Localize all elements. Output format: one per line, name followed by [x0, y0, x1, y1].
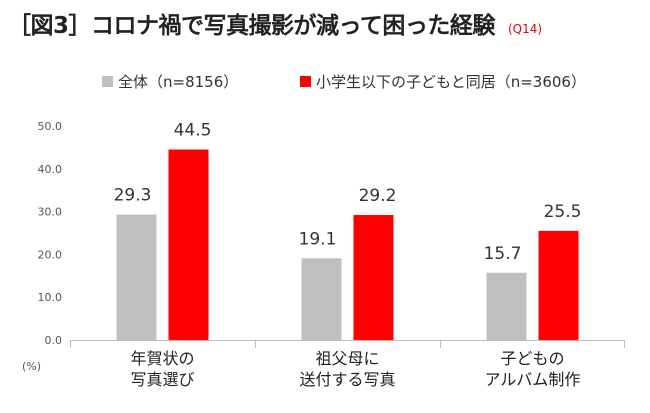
y-tick-label: 10.0 [38, 291, 63, 304]
legend-swatch [102, 76, 113, 87]
chart-title-bar: ［図3］コロナ禍で写真撮影が減って困った経験 (Q14) [8, 6, 542, 40]
question-reference: (Q14) [507, 22, 543, 36]
y-tick-label: 40.0 [38, 163, 63, 176]
legend-label: 全体（n=8156） [118, 73, 238, 91]
bar [168, 149, 209, 340]
bar [353, 215, 394, 340]
y-unit-label: (%) [22, 360, 41, 373]
chart-title: ［図3］コロナ禍で写真撮影が減って困った経験 [8, 13, 495, 39]
y-tick-label: 20.0 [38, 248, 63, 261]
bar [301, 258, 342, 340]
category-label: 年賀状の [130, 349, 194, 368]
category-label: 祖父母に [315, 349, 379, 368]
data-labels: 29.3 44.5 19.1 29.2 15.7 25.5 [114, 121, 582, 264]
y-tick-label: 30.0 [38, 206, 63, 219]
data-label: 29.2 [359, 186, 397, 206]
data-label: 19.1 [299, 229, 337, 249]
category-label: 送付する写真 [299, 370, 395, 389]
bar [538, 230, 579, 340]
legend-swatch [300, 76, 311, 87]
data-label: 44.5 [174, 121, 212, 141]
bar [486, 272, 527, 340]
legend: 全体（n=8156） 小学生以下の子どもと同居（n=3606） [102, 73, 586, 91]
y-tick-label: 50.0 [38, 120, 63, 133]
data-label: 15.7 [484, 244, 522, 264]
bar [116, 214, 157, 340]
y-axis: 0.0 10.0 20.0 30.0 40.0 50.0 (%) [22, 120, 625, 373]
category-label: 写真選び [130, 370, 194, 389]
category-label: 子どもの [500, 349, 564, 368]
data-label: 25.5 [544, 202, 582, 222]
data-label: 29.3 [114, 186, 152, 206]
category-label: アルバム制作 [485, 370, 581, 389]
bars [116, 149, 579, 340]
legend-label: 小学生以下の子どもと同居（n=3606） [316, 73, 586, 91]
y-tick-label: 0.0 [45, 334, 63, 347]
